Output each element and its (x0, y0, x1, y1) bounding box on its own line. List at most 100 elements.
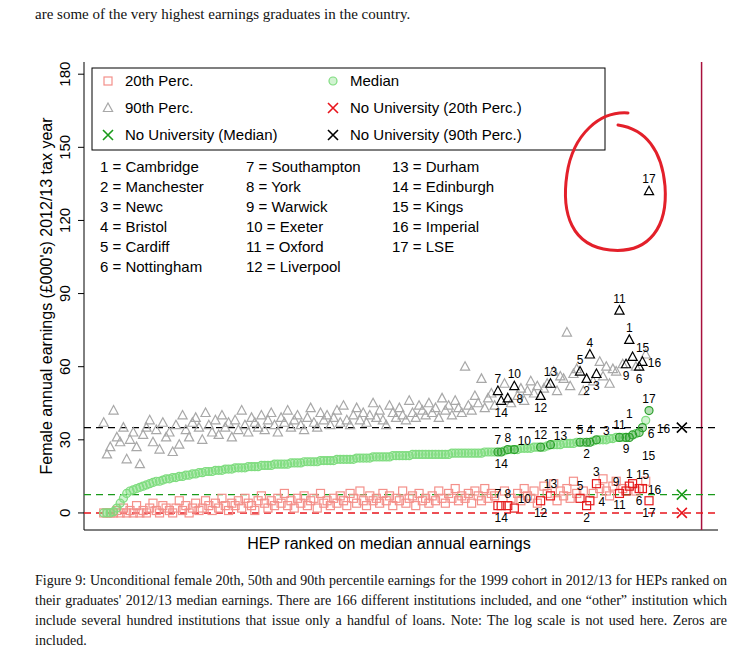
point (346, 489, 354, 497)
point (208, 428, 217, 437)
point (306, 403, 315, 412)
point (382, 420, 391, 429)
point-label: 5 (577, 423, 584, 437)
point-label: 4 (587, 336, 594, 350)
point-label: 12 (534, 401, 548, 415)
point-label: 13 (544, 477, 558, 491)
point-label: 16 (648, 483, 662, 497)
point (273, 428, 282, 437)
point-label: 12 (534, 428, 548, 442)
key-entry: 11 = Oxford (246, 238, 324, 255)
point-label: 13 (544, 365, 558, 379)
key-entry: 17 = LSE (392, 238, 454, 255)
y-tick-label: 60 (56, 358, 73, 375)
key-entry: 8 = York (246, 178, 301, 195)
point (677, 508, 687, 518)
point (155, 445, 164, 454)
legend-marker (328, 130, 338, 140)
point (437, 393, 446, 402)
labeled-point (592, 480, 600, 488)
y-tick-label: 0 (56, 509, 73, 517)
point (195, 507, 203, 515)
point (293, 410, 302, 419)
point (122, 454, 131, 463)
point (132, 442, 141, 451)
point-label: 1 (626, 467, 633, 481)
point-label: 9 (623, 442, 630, 456)
y-tick (78, 220, 84, 221)
key-entry: 3 = Newc (100, 198, 163, 215)
labeled-point (494, 502, 502, 510)
point (345, 420, 354, 429)
point (352, 403, 361, 412)
legend-label: No University (20th Perc.) (350, 99, 522, 116)
point (322, 410, 331, 419)
point (677, 423, 687, 433)
y-tick (78, 74, 84, 75)
point (244, 428, 253, 437)
labeled-point (510, 381, 519, 390)
labeled-point (638, 424, 646, 432)
point-label: 11 (613, 292, 626, 306)
point (336, 492, 344, 500)
y-axis-line (84, 62, 85, 530)
y-tick (78, 366, 84, 367)
y-tick (78, 293, 84, 294)
point-label: 14 (495, 406, 509, 420)
point (129, 428, 138, 437)
point (260, 425, 269, 434)
x-axis-line (84, 530, 718, 531)
key-entry: 13 = Durham (392, 158, 479, 175)
point (119, 423, 128, 432)
point-label: 15 (636, 341, 650, 355)
point (202, 497, 210, 505)
y-axis-title: Female annual earnings (£000's) 2012/13 … (38, 117, 55, 475)
key-entry: 10 = Exeter (246, 218, 323, 235)
labeled-point (586, 497, 594, 505)
point (109, 406, 118, 415)
key-entry: 9 = Warwick (246, 198, 328, 215)
point-label: 3 (593, 379, 600, 393)
labeled-point (536, 391, 545, 400)
point (477, 374, 486, 383)
key-entry: 7 = Southampton (246, 158, 361, 175)
annotation-circle (565, 113, 665, 251)
labeled-point (493, 386, 502, 395)
labeled-point (546, 492, 554, 500)
point (608, 364, 617, 373)
point (375, 406, 384, 415)
point (356, 487, 364, 495)
point (116, 437, 125, 446)
legend-marker (329, 77, 337, 85)
point (185, 509, 193, 517)
legend-marker (103, 103, 112, 112)
point-label: 17 (642, 506, 656, 520)
point-label: 8 (504, 487, 511, 501)
labeled-point (645, 407, 653, 415)
point-label: 11 (613, 418, 626, 432)
plot-area (84, 62, 718, 530)
point (145, 415, 154, 424)
point (526, 376, 535, 385)
labeled-point (546, 379, 555, 388)
legend-marker (103, 130, 113, 140)
point-label: 14 (495, 457, 509, 471)
labeled-point (635, 485, 643, 493)
point-label: 8 (516, 392, 523, 406)
legend-label: No University (Median) (125, 126, 278, 143)
labeled-point (503, 393, 512, 402)
point (169, 509, 177, 517)
labeled-point (615, 306, 624, 315)
point-label: 12 (534, 506, 548, 520)
chart: 0306090120150180Female annual earnings (… (0, 0, 743, 656)
point-label: 6 (636, 372, 643, 386)
point (368, 398, 377, 407)
point (231, 415, 240, 424)
point-label: 4 (587, 423, 594, 437)
point (566, 381, 575, 390)
labeled-point (583, 502, 591, 510)
point (602, 362, 611, 371)
point (171, 420, 180, 429)
point (283, 406, 292, 415)
point (405, 396, 414, 405)
